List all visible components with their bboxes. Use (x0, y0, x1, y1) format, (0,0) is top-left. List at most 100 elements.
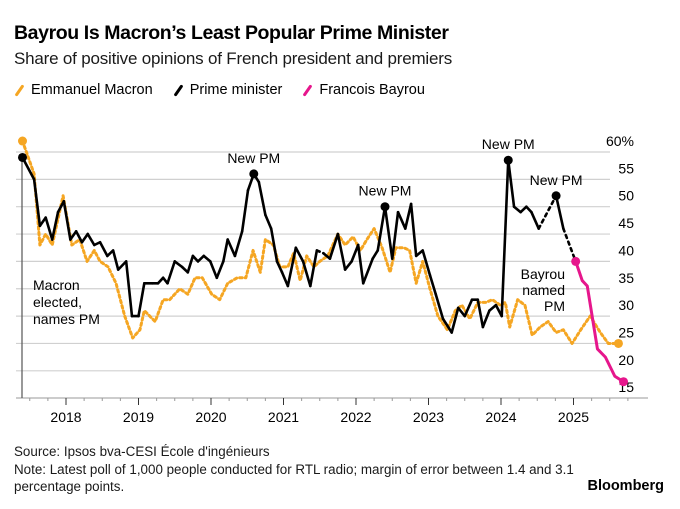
series-segment-prime-minister (226, 238, 237, 258)
macron-end-marker (613, 338, 623, 348)
y-tick-label: 20 (618, 352, 634, 368)
annotation-macron-elected: elected, (33, 294, 82, 310)
series-segment-prime-minister (111, 249, 120, 271)
source-note: Source: Ipsos bva-CESI École d'ingénieur… (14, 444, 270, 459)
series-segment-prime-minister (506, 158, 516, 208)
annotation-bayrou-named: Bayrou (521, 266, 565, 282)
footer: Source: Ipsos bva-CESI École d'ingénieur… (14, 443, 574, 496)
series-segment-prime-minister (322, 251, 332, 260)
series-segment-prime-minister (186, 254, 195, 274)
series-segment-prime-minister (222, 238, 229, 263)
annotation-bayrou-named: PM (544, 298, 565, 314)
series-segment-prime-minister (434, 292, 445, 321)
series-line-macron (21, 139, 620, 345)
y-tick-label: 40 (618, 242, 634, 258)
series-segment-prime-minister (98, 240, 109, 258)
series-segment-prime-minister (50, 210, 60, 241)
series-segment-prime-minister (137, 281, 146, 318)
annotation-bayrou-named: named (522, 282, 565, 298)
chart-title: Bayrou Is Macron’s Least Popular Prime M… (14, 22, 449, 44)
series-segment-prime-minister-transition (562, 227, 577, 263)
series-segment-prime-minister (309, 249, 319, 288)
markers (18, 136, 629, 387)
x-tick-label: 2019 (123, 409, 154, 425)
y-tick-label: 25 (618, 324, 634, 340)
series-segment-prime-minister (463, 298, 474, 318)
legend-item-macron: Emmanuel Macron (14, 82, 153, 98)
series-segment-prime-minister (280, 271, 290, 288)
new-pm-marker (249, 169, 259, 179)
y-tick-label: 55 (618, 160, 634, 176)
series-segment-prime-minister (450, 306, 460, 334)
x-tick-label: 2024 (485, 409, 516, 425)
annotation-new-pm: New PM (482, 136, 535, 152)
series-segment-prime-minister (456, 306, 467, 318)
series-line-bayrou (574, 259, 626, 384)
series-segment-prime-minister (376, 205, 387, 252)
series-segment-prime-minister (215, 260, 225, 280)
bayrou-end-marker (619, 377, 629, 387)
y-tick-label: 50 (618, 188, 634, 204)
bayrou-start-marker (571, 256, 581, 266)
y-tick-label: 30 (618, 297, 634, 313)
methodology-note: Note: Latest poll of 1,000 people conduc… (14, 461, 574, 495)
annotation-new-pm: New PM (530, 172, 583, 188)
x-tick-label: 2020 (195, 409, 226, 425)
series-segment-prime-minister (69, 230, 78, 241)
series-segment-prime-minister (481, 309, 491, 329)
series-segment-prime-minister (519, 205, 528, 214)
x-tick-label: 2023 (413, 409, 444, 425)
legend: Emmanuel Macron Prime minister Francois … (14, 82, 445, 98)
legend-item-bayrou: Francois Bayrou (302, 82, 425, 98)
series-segment-prime-minister (371, 249, 380, 260)
series-segment-prime-minister-transition (537, 194, 558, 230)
series-segment-prime-minister (74, 230, 84, 244)
series-segment-prime-minister (32, 178, 42, 228)
series-segment-prime-minister (488, 303, 498, 312)
series-segment-prime-minister (396, 210, 407, 230)
series-segment-prime-minister (264, 213, 273, 230)
series-segment-prime-minister (428, 273, 438, 296)
series-segment-prime-minister (409, 202, 418, 258)
series-segment-prime-minister (208, 260, 219, 280)
series-segment-prime-minister (421, 249, 432, 277)
legend-label-bayrou: Francois Bayrou (319, 82, 425, 98)
new-pm-marker (380, 202, 390, 212)
annotation-macron-elected: names PM (33, 311, 100, 327)
series-segment-prime-minister (403, 202, 413, 230)
series-segment-prime-minister (80, 232, 90, 244)
y-tick-label: 45 (618, 215, 634, 231)
series-segment-prime-minister (166, 260, 177, 285)
series-segment-prime-minister (116, 260, 128, 271)
series-segment-prime-minister (86, 232, 96, 247)
x-tick-label: 2022 (340, 409, 371, 425)
series-segment-prime-minister (196, 254, 206, 263)
series-segment-prime-minister (390, 210, 400, 260)
series-segment-prime-minister (124, 260, 134, 318)
series-segment-prime-minister (328, 232, 340, 260)
series-segment-prime-minister (350, 243, 360, 263)
series-segment-prime-minister (62, 199, 72, 241)
chart-subtitle: Share of positive opinions of French pre… (14, 49, 453, 68)
annotation-new-pm: New PM (359, 183, 412, 199)
legend-item-prime-minister: Prime minister (173, 82, 282, 98)
series-segment-prime-minister (336, 232, 347, 271)
series-segment-prime-minister (301, 260, 312, 288)
series-segment-prime-minister (512, 205, 522, 214)
series-segment-prime-minister (233, 230, 244, 258)
gridlines (16, 151, 610, 372)
new-pm-marker (551, 191, 561, 201)
series-lines (21, 139, 626, 384)
series-segment-prime-minister (257, 180, 267, 217)
series-segment-prime-minister (441, 317, 454, 334)
series-segment-prime-minister (383, 205, 394, 260)
series-segment-prime-minister (554, 194, 565, 230)
series-segment-prime-minister (500, 158, 510, 318)
series-segment-prime-minister (269, 227, 279, 263)
series-segment-prime-minister (275, 260, 284, 274)
x-tick-label: 2025 (558, 409, 589, 425)
legend-label-macron: Emmanuel Macron (31, 82, 153, 98)
